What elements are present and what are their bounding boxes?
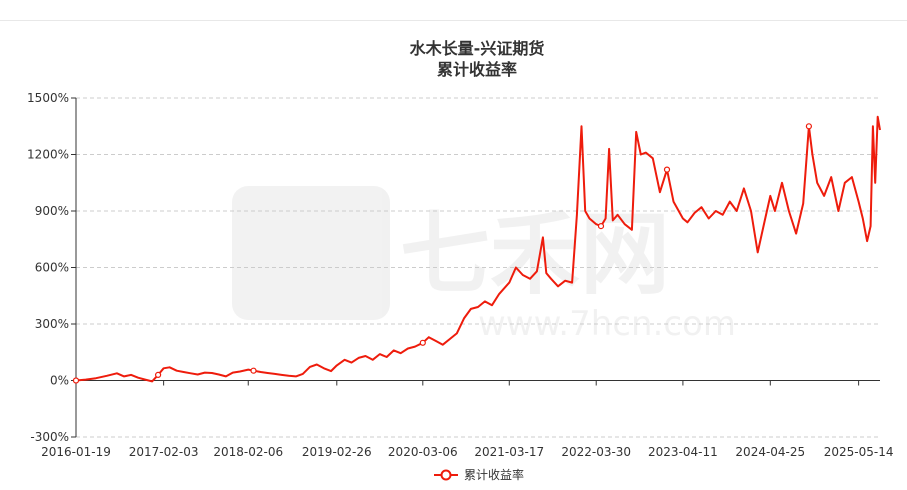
x-tick-label: 2021-03-17 (474, 445, 544, 459)
data-marker (805, 123, 813, 130)
x-tick-label: 2016-01-19 (41, 445, 111, 459)
watermark: 七禾网 www.7hcn.com (232, 186, 736, 344)
grid (76, 97, 880, 438)
top-divider (0, 20, 907, 21)
y-tick-label: 900% (35, 204, 69, 218)
y-tick-label: 0% (50, 374, 69, 388)
watermark-url: www.7hcn.com (478, 304, 736, 344)
x-tick-label: 2020-03-06 (388, 445, 458, 459)
y-axis-ticks: -300% 0% 300% 600% 900% 1200% 1500% (27, 91, 76, 444)
x-tick-label: 2024-04-25 (735, 445, 805, 459)
x-tick-label: 2017-02-03 (129, 445, 199, 459)
chart-title: 水木长量-兴证期货 (410, 39, 545, 58)
y-tick-label: 1500% (27, 91, 69, 105)
data-marker (419, 339, 426, 346)
watermark-logo-shape (232, 186, 390, 320)
chart-subtitle: 累计收益率 (437, 60, 517, 79)
y-tick-label: 1200% (27, 148, 69, 162)
x-tick-label: 2022-03-30 (561, 445, 631, 459)
series-markers (72, 123, 813, 384)
data-marker (663, 166, 671, 173)
x-tick-label: 2025-05-14 (824, 445, 894, 459)
series-line (75, 115, 881, 383)
y-tick-label: 300% (35, 317, 69, 331)
x-tick-label: 2023-04-11 (648, 445, 718, 459)
watermark-brand: 七禾网 (400, 202, 670, 307)
data-marker (250, 367, 257, 374)
legend[interactable]: 累计收益率 (434, 467, 524, 482)
data-marker (155, 371, 162, 378)
series (75, 115, 881, 383)
legend-label: 累计收益率 (464, 467, 524, 482)
x-tick-label: 2018-02-06 (213, 445, 283, 459)
data-marker (72, 377, 80, 384)
y-tick-label: -300% (30, 430, 69, 444)
y-tick-label: 600% (35, 261, 69, 275)
data-marker (597, 223, 605, 230)
x-tick-label: 2019-02-26 (302, 445, 372, 459)
legend-marker-icon (440, 469, 452, 481)
